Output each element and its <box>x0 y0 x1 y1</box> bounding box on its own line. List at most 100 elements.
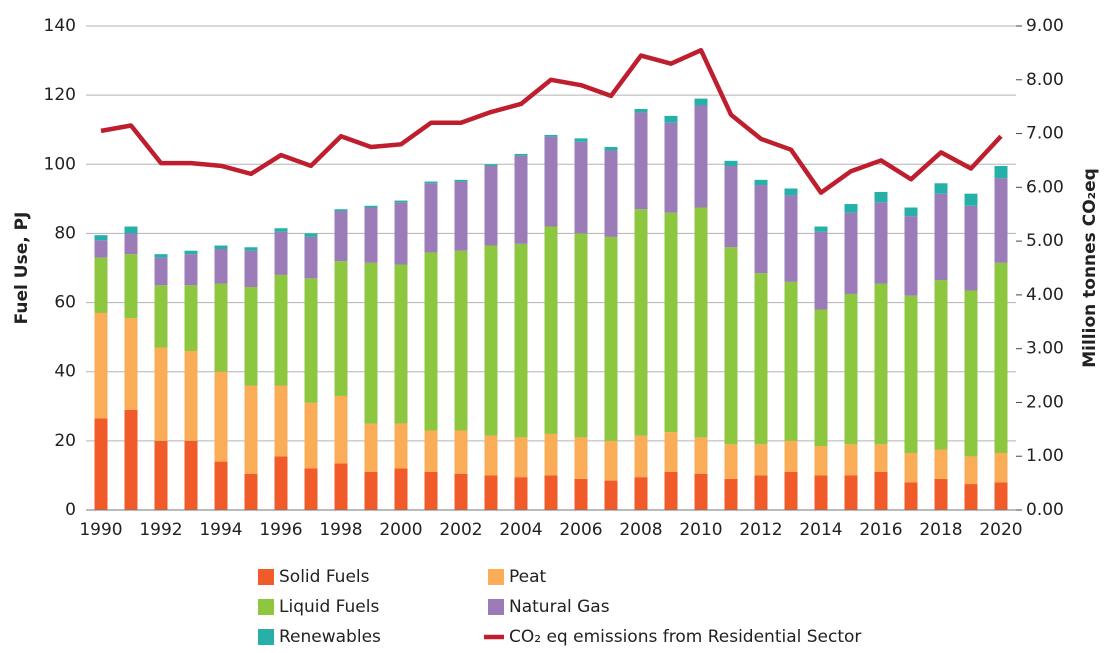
legend-label: Natural Gas <box>509 597 610 617</box>
bar-segment <box>994 178 1008 263</box>
y2-tick-label: 5.00 <box>1026 231 1064 251</box>
bar-segment <box>424 181 438 184</box>
bar-segment <box>724 166 738 248</box>
bar-segment <box>364 423 378 472</box>
bar-segment <box>334 261 348 396</box>
bar-segment <box>304 233 318 237</box>
x-tick-label: 1990 <box>79 520 122 540</box>
legend-swatch <box>258 599 274 615</box>
y-tick-label: 100 <box>44 154 76 174</box>
bar-segment <box>694 437 708 474</box>
bar-segment <box>214 283 228 372</box>
bar-segment <box>634 209 648 436</box>
bar-segment <box>244 250 258 288</box>
bar-segment <box>574 478 588 510</box>
bar-segment <box>304 402 318 469</box>
bar-segment <box>484 475 498 510</box>
bar-segment <box>484 435 498 476</box>
y-axis-title: Fuel Use, PJ <box>12 212 32 325</box>
bar-segment <box>424 183 438 253</box>
bar-segment <box>874 202 888 284</box>
bar-segment <box>754 185 768 274</box>
bar-segment <box>124 233 138 255</box>
bar-segment <box>964 456 978 485</box>
bar-segment <box>634 477 648 510</box>
bar-segment <box>844 293 858 445</box>
legend-label: Liquid Fuels <box>279 597 379 617</box>
y-tick-label: 120 <box>44 85 76 105</box>
bar-segment <box>994 262 1008 453</box>
bar-segment <box>544 433 558 476</box>
bar-segment <box>184 250 198 255</box>
bar-segment <box>514 153 528 156</box>
bar-segment <box>964 290 978 457</box>
x-tick-label: 2010 <box>679 520 722 540</box>
legend-label: Peat <box>509 567 547 587</box>
line <box>100 47 1003 195</box>
bar-segment <box>454 179 468 182</box>
y-tick-label: 40 <box>54 362 76 382</box>
bar-segment <box>154 254 168 258</box>
legend-swatch <box>258 569 274 585</box>
bar-segment <box>904 295 918 453</box>
bar-segment <box>904 216 918 296</box>
bar-segment <box>694 473 708 510</box>
bar-segment <box>694 207 708 438</box>
bar-segment <box>724 478 738 510</box>
x-tick-label: 1994 <box>199 520 242 540</box>
y-tick-label: 20 <box>54 431 76 451</box>
bar-segment <box>184 440 198 510</box>
bar-segment <box>784 188 798 196</box>
bar-segment <box>274 231 288 275</box>
bar-segment <box>274 385 288 457</box>
bar-segment <box>604 480 618 510</box>
bar-segment <box>124 254 138 319</box>
bar-segment <box>874 283 888 445</box>
bar-segment <box>574 141 588 234</box>
bar-segment <box>364 262 378 424</box>
bar-segment <box>694 98 708 106</box>
bar-segment <box>274 456 288 510</box>
bar-segment <box>364 205 378 208</box>
x-tick-label: 2020 <box>979 520 1022 540</box>
bar-segment <box>214 248 228 284</box>
bar-segment <box>784 195 798 282</box>
bar-segment <box>934 449 948 479</box>
bar-segment <box>154 440 168 510</box>
bar-segment <box>154 347 168 441</box>
bar-segment <box>844 212 858 294</box>
y2-tick-label: 1.00 <box>1026 446 1064 466</box>
bar-segment <box>964 484 978 510</box>
bar-segment <box>604 440 618 481</box>
bar-segment <box>94 257 108 313</box>
y2-tick-label: 2.00 <box>1026 392 1064 412</box>
legend-label: CO₂ eq emissions from Residential Sector <box>509 627 861 647</box>
y2-axis-title: Million tonnes CO₂eq <box>1080 168 1100 368</box>
bar-segment <box>604 150 618 237</box>
x-tick-label: 2012 <box>739 520 782 540</box>
y2-tick-label: 3.00 <box>1026 339 1064 359</box>
bar-segment <box>964 205 978 291</box>
bar-segment <box>394 200 408 203</box>
bar-segment <box>94 240 108 258</box>
y-tick-label: 140 <box>44 16 76 36</box>
bar-segment <box>784 281 798 441</box>
y2-tick-label: 4.00 <box>1026 285 1064 305</box>
bar-segment <box>844 444 858 476</box>
bar-segment <box>544 134 558 137</box>
bar-segment <box>244 287 258 386</box>
x-tick-label: 2014 <box>799 520 842 540</box>
x-tick-label: 2000 <box>379 520 422 540</box>
bar-segment <box>754 475 768 510</box>
bar-segment <box>724 160 738 167</box>
legend-swatch <box>258 629 274 645</box>
bar-segment <box>634 112 648 210</box>
legend-swatch <box>488 599 504 615</box>
bar-segment <box>124 318 138 410</box>
bar-segment <box>244 473 258 510</box>
bar-segment <box>124 226 138 234</box>
x-tick-label: 2016 <box>859 520 902 540</box>
bar-segment <box>934 280 948 450</box>
bar-segment <box>184 285 198 351</box>
